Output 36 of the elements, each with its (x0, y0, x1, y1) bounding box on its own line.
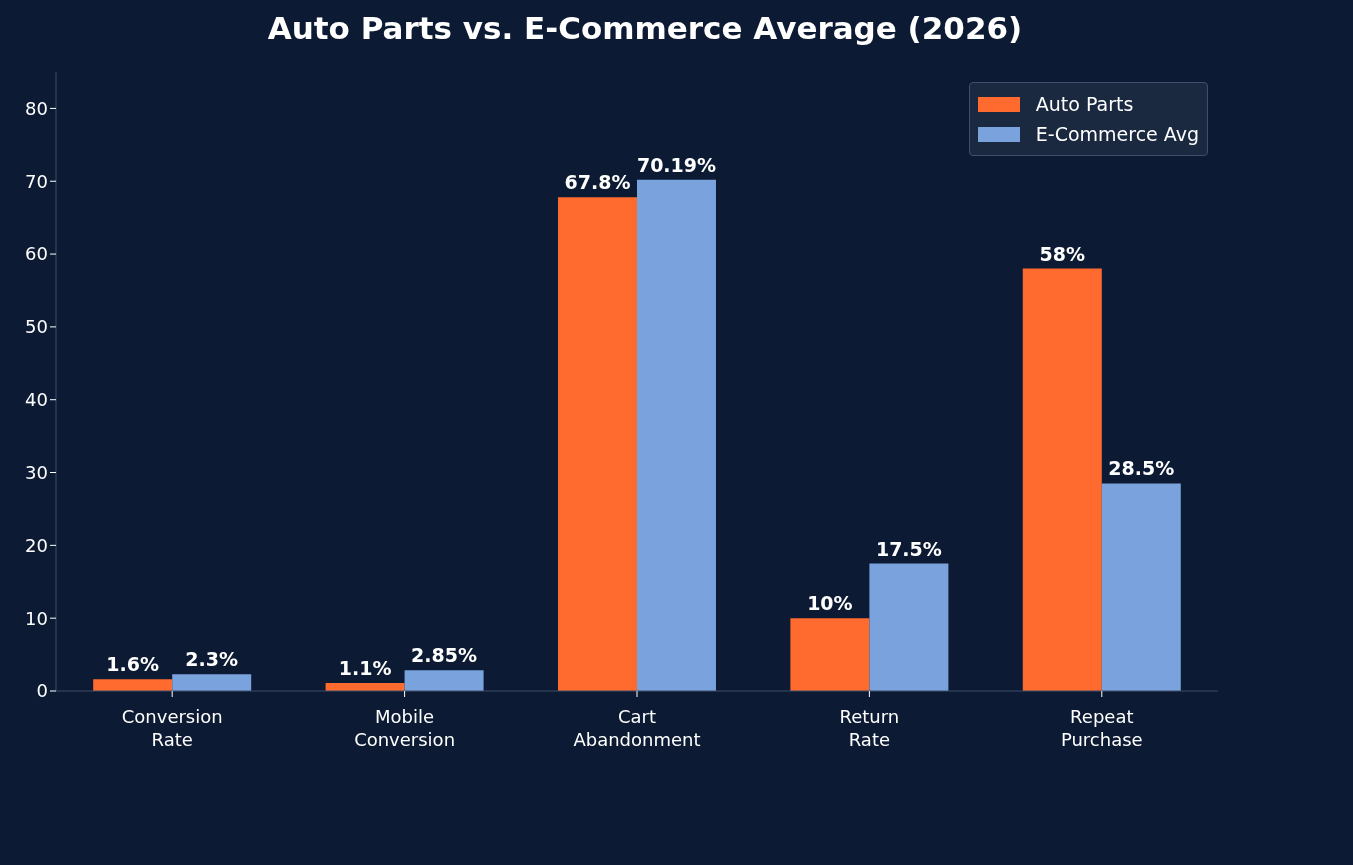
legend-label: E-Commerce Avg (1035, 123, 1199, 145)
bar (1022, 268, 1102, 691)
bar (790, 618, 870, 691)
x-tick-label: Repeat Purchase (1060, 706, 1143, 750)
data-label: 1.1% (338, 656, 392, 679)
data-label: 58% (1039, 242, 1086, 265)
data-label: 2.85% (411, 644, 478, 667)
y-tick-label: 70 (25, 170, 48, 192)
bar (557, 197, 637, 691)
y-tick-label: 30 (25, 461, 48, 483)
bar (404, 670, 484, 691)
data-label: 1.6% (106, 653, 160, 676)
y-tick-label: 60 (25, 243, 48, 265)
data-label: 67.8% (564, 171, 631, 194)
y-tick-label: 0 (36, 680, 48, 702)
y-tick-label: 50 (25, 316, 48, 338)
y-tick-label: 20 (25, 534, 48, 556)
x-tick-label: Mobile Conversion (354, 706, 456, 750)
bar (869, 563, 949, 691)
y-tick-label: 40 (25, 389, 48, 411)
data-label: 70.19% (636, 153, 717, 176)
data-label: 2.3% (185, 648, 239, 671)
data-label: 28.5% (1108, 457, 1175, 480)
x-tick-label: Return Rate (839, 706, 900, 750)
bar (93, 679, 173, 691)
chart-title: Auto Parts vs. E-Commerce Average (2026) (266, 10, 1024, 46)
data-label: 17.5% (875, 537, 942, 560)
data-label: 10% (807, 592, 853, 615)
x-tick-label: Cart Abandonment (573, 706, 701, 750)
bar (1101, 483, 1181, 691)
legend-label: Auto Parts (1035, 93, 1134, 115)
x-tick-label: Conversion Rate (121, 706, 223, 750)
bar (172, 674, 252, 691)
y-tick-label: 10 (25, 607, 48, 629)
bar (636, 179, 716, 691)
y-tick-label: 80 (25, 97, 48, 119)
